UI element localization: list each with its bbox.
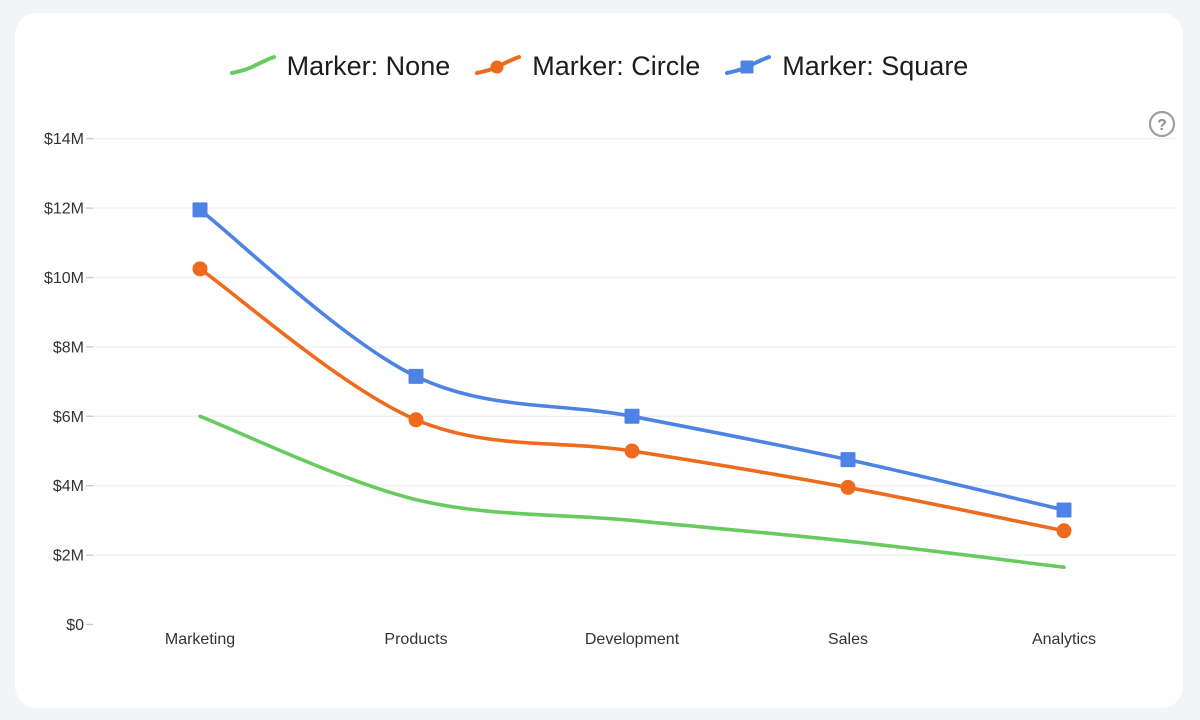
x-axis-label: Products <box>384 631 447 648</box>
y-tick-label: $2M <box>53 548 84 565</box>
chart-card: Marker: None Marker: Circle Marker: Square… <box>15 13 1183 708</box>
data-point-circle-marker[interactable] <box>408 412 424 428</box>
y-tick-label: $12M <box>44 201 84 218</box>
data-point-square-marker[interactable] <box>840 452 856 468</box>
y-tick-label: $14M <box>44 131 84 148</box>
legend-label: Marker: None <box>286 50 451 81</box>
data-point-circle-marker[interactable] <box>840 479 856 495</box>
data-point-circle-marker[interactable] <box>624 443 640 459</box>
legend-item-circle[interactable]: Marker: Circle <box>475 50 701 81</box>
x-axis-label: Marketing <box>165 631 235 648</box>
data-point-circle-marker[interactable] <box>192 261 208 277</box>
y-tick-label: $10M <box>44 270 84 287</box>
legend-line-square-icon <box>725 55 772 75</box>
legend-label: Marker: Square <box>782 50 969 81</box>
x-axis-label: Analytics <box>1032 631 1096 648</box>
legend-label: Marker: Circle <box>532 50 701 81</box>
y-tick-label: $0 <box>66 617 84 634</box>
help-button[interactable]: ? <box>1148 110 1176 138</box>
y-tick-label: $4M <box>53 478 84 495</box>
data-point-square-marker[interactable] <box>624 408 640 424</box>
series-line-circle <box>198 267 1066 533</box>
chart-legend: Marker: None Marker: Circle Marker: Square <box>15 43 1183 89</box>
question-mark-glyph: ? <box>1157 117 1167 134</box>
y-tick-label: $6M <box>53 409 84 426</box>
help-icon: ? <box>1148 110 1176 138</box>
legend-item-square[interactable]: Marker: Square <box>725 50 969 81</box>
data-point-square-marker[interactable] <box>408 368 424 384</box>
x-axis-label: Sales <box>828 631 868 648</box>
legend-line-circle-icon <box>475 55 522 75</box>
x-axis-label: Development <box>585 631 680 648</box>
series-line-square <box>198 208 1066 512</box>
data-point-square-marker[interactable] <box>1056 502 1072 518</box>
legend-item-none[interactable]: Marker: None <box>229 50 451 81</box>
series-line-none <box>198 414 1066 570</box>
data-point-square-marker[interactable] <box>192 202 208 218</box>
data-point-circle-marker[interactable] <box>1056 523 1072 539</box>
legend-line-none-icon <box>229 55 276 75</box>
y-tick-label: $8M <box>53 339 84 356</box>
